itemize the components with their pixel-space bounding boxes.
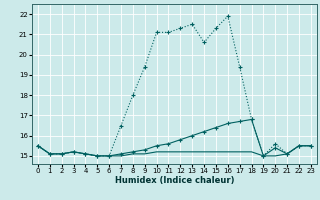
X-axis label: Humidex (Indice chaleur): Humidex (Indice chaleur) bbox=[115, 176, 234, 185]
